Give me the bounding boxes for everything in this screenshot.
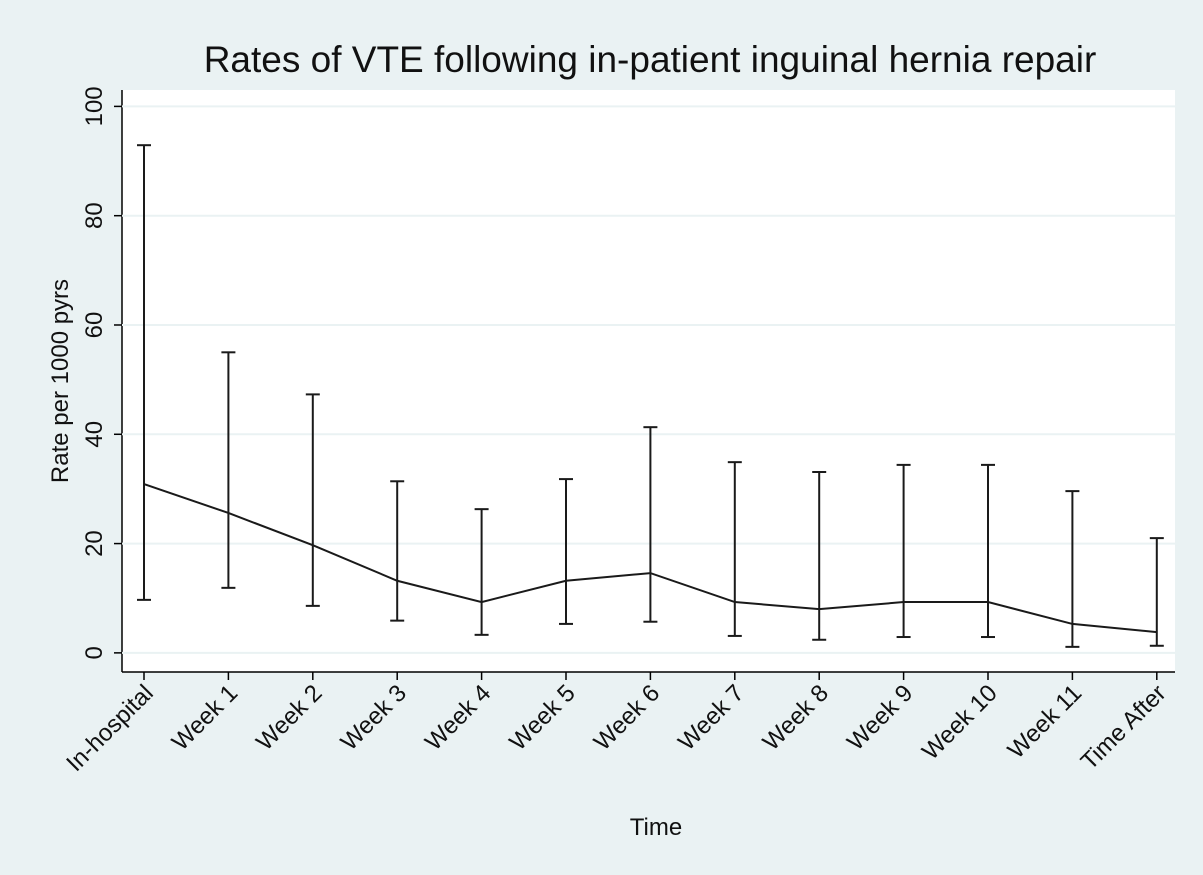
y-tick-label: 0 bbox=[81, 646, 108, 659]
error-bar bbox=[1065, 490, 1080, 648]
y-tick-label: 60 bbox=[81, 312, 108, 339]
y-tick-label: 40 bbox=[81, 421, 108, 448]
error-bar bbox=[221, 351, 236, 589]
y-tick-label: 20 bbox=[81, 530, 108, 557]
error-bar bbox=[137, 144, 151, 601]
error-bar bbox=[474, 508, 489, 636]
y-axis-title: Rate per 1000 pyrs bbox=[47, 279, 74, 483]
error-bar bbox=[1149, 537, 1164, 647]
error-bar bbox=[305, 393, 320, 607]
chart-title: Rates of VTE following in-patient inguin… bbox=[204, 39, 1097, 80]
y-tick-label: 80 bbox=[81, 202, 108, 229]
error-bar bbox=[390, 480, 405, 622]
line bbox=[143, 483, 1157, 634]
error-bar bbox=[643, 426, 658, 623]
error-bar bbox=[896, 463, 911, 639]
y-tick-label: 100 bbox=[81, 86, 108, 126]
error-bar bbox=[727, 461, 742, 637]
error-bar bbox=[812, 470, 827, 641]
plot-area bbox=[122, 90, 1175, 672]
error-bar bbox=[559, 478, 573, 625]
x-axis-title: Time bbox=[630, 814, 682, 841]
error-bar bbox=[981, 463, 995, 639]
